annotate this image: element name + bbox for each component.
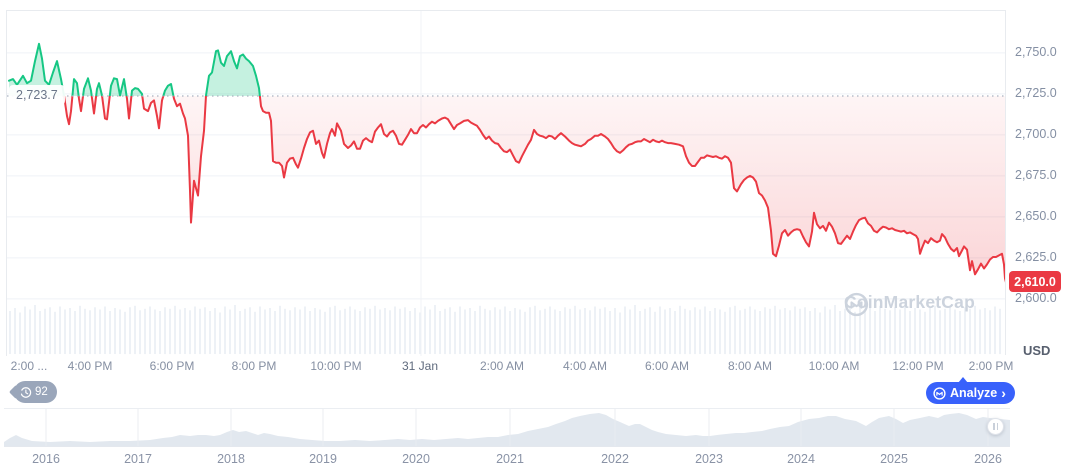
current-price-badge: 2,610.0 — [1009, 271, 1061, 292]
time-tick-label: 10:00 AM — [808, 359, 860, 373]
price-tick-label: 2,725.0 — [1015, 86, 1057, 100]
time-tick-label: 8:00 PM — [231, 359, 277, 373]
year-tick-label: 2018 — [217, 452, 245, 466]
main-chart[interactable]: CoinMarketCap 2,723.7 — [6, 10, 1006, 356]
handle-grip-icon — [993, 423, 995, 430]
analyze-label: Analyze — [950, 386, 998, 400]
time-axis: 2:00 ... 4:00 PM 6:00 PM 8:00 PM 10:00 PM 31 … — [0, 359, 1072, 375]
area-fills — [9, 43, 1006, 283]
history-badge[interactable]: 92 — [14, 381, 57, 403]
currency-unit-label: USD — [1023, 343, 1051, 358]
year-tick-label: 2026 — [974, 452, 1002, 466]
analyze-button[interactable]: Analyze › — [926, 377, 1015, 404]
history-count: 92 — [35, 386, 48, 398]
price-tick-label: 2,650.0 — [1015, 209, 1057, 223]
year-axis: 2016 2017 2018 2019 2020 2021 2022 2023 2024 2025… — [4, 452, 1066, 468]
time-tick-label: 2:00 AM — [479, 359, 525, 373]
watermark-text: CoinMarketCap — [844, 292, 975, 312]
chevron-right-icon: › — [1001, 384, 1006, 401]
price-line — [8, 42, 1006, 284]
year-tick-label: 2017 — [124, 452, 152, 466]
price-tick-label: 2,750.0 — [1015, 45, 1057, 59]
time-tick-label: 2:00 PM — [968, 359, 1014, 373]
time-tick-label: 2:00 ... — [10, 359, 48, 373]
year-tick-label: 2022 — [601, 452, 629, 466]
navigator-area — [4, 413, 1010, 446]
year-tick-label: 2019 — [309, 452, 337, 466]
volume-bars — [9, 305, 1001, 355]
year-tick-label: 2020 — [402, 452, 430, 466]
coinmarketcap-logo-icon — [844, 292, 869, 317]
price-tick-label: 2,625.0 — [1015, 250, 1057, 264]
handle-grip-icon — [996, 423, 998, 430]
price-tick-label: 2,700.0 — [1015, 127, 1057, 141]
history-clock-icon — [19, 386, 32, 398]
price-tick-label: 2,600.0 — [1015, 291, 1057, 305]
time-tick-label: 12:00 PM — [892, 359, 944, 373]
time-tick-label: 4:00 AM — [562, 359, 608, 373]
coinmarketcap-logo-icon — [933, 386, 946, 400]
price-chart-svg — [7, 11, 1006, 356]
time-tick-label: 6:00 PM — [149, 359, 195, 373]
time-tick-label: 8:00 AM — [727, 359, 773, 373]
time-tick-label: 31 Jan — [401, 359, 439, 373]
year-tick-label: 2021 — [496, 452, 524, 466]
time-tick-label: 4:00 PM — [67, 359, 113, 373]
price-axis: 2,610.0 USD 2,750.0 2,725.0 2,700.0 2,675.0… — [1005, 10, 1072, 358]
range-navigator[interactable] — [4, 408, 1010, 447]
time-tick-label: 6:00 AM — [644, 359, 690, 373]
year-tick-label: 2016 — [32, 452, 60, 466]
time-tick-label: 10:00 PM — [310, 359, 362, 373]
range-handle[interactable] — [987, 418, 1004, 435]
year-tick-label: 2023 — [695, 452, 723, 466]
baseline-price-label: 2,723.7 — [9, 85, 65, 105]
price-tick-label: 2,675.0 — [1015, 168, 1057, 182]
year-tick-label: 2024 — [787, 452, 815, 466]
navigator-grid — [45, 409, 989, 446]
coinmarketcap-watermark: CoinMarketCap — [844, 292, 975, 317]
year-tick-label: 2025 — [880, 452, 908, 466]
navigator-svg — [4, 409, 1010, 446]
